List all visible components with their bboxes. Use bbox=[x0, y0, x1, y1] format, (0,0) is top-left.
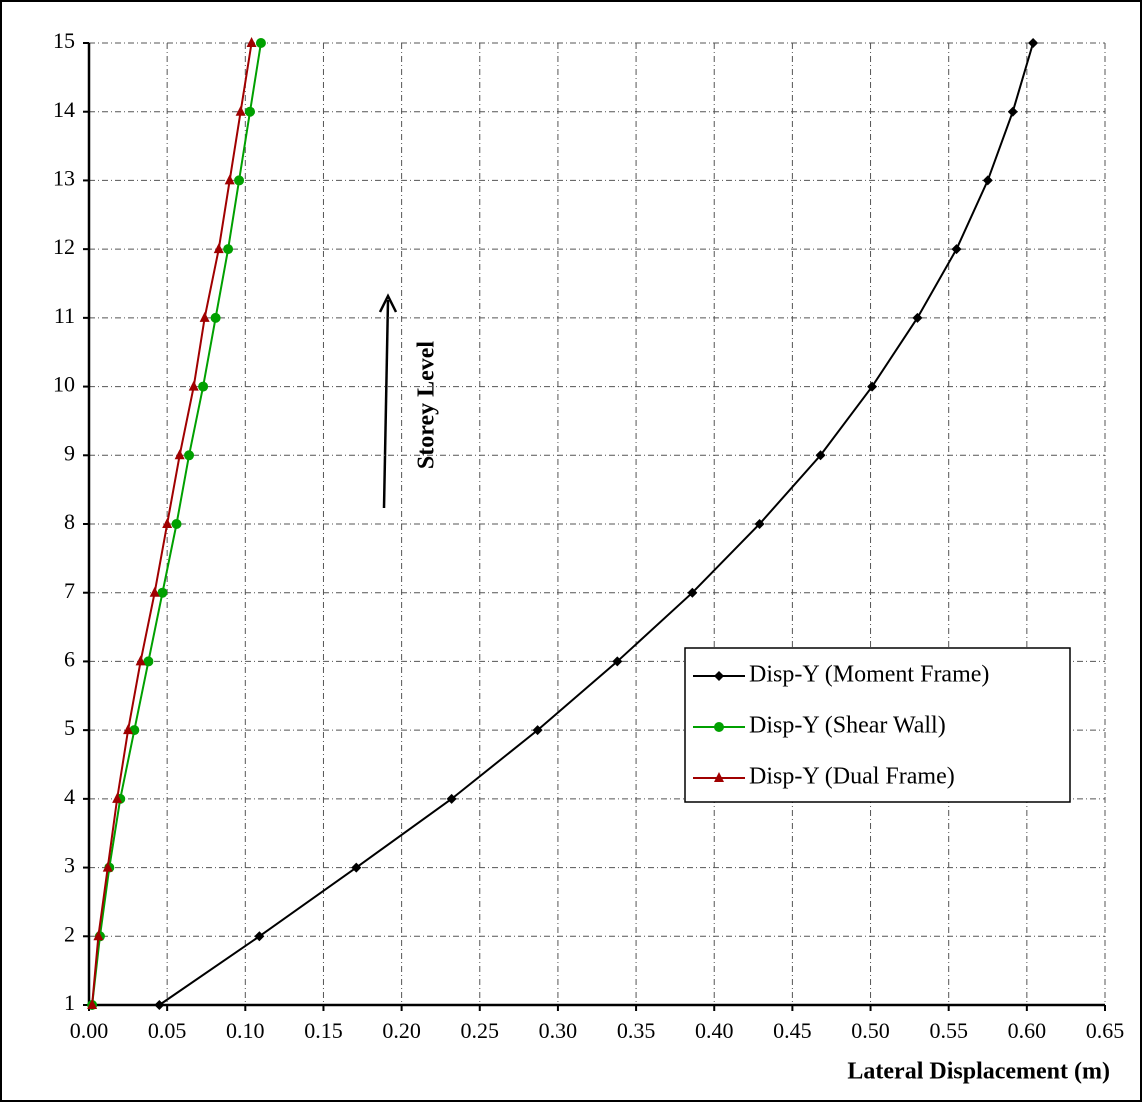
point bbox=[93, 930, 104, 941]
point bbox=[174, 449, 185, 460]
x-tick-label: 0.15 bbox=[304, 1018, 343, 1043]
y-tick-label: 13 bbox=[53, 165, 75, 190]
point bbox=[223, 244, 234, 255]
x-tick-label: 0.05 bbox=[148, 1018, 187, 1043]
point bbox=[171, 519, 182, 529]
y-tick-label: 5 bbox=[64, 715, 75, 740]
y-tick-label: 14 bbox=[53, 97, 75, 122]
arrow-head bbox=[378, 293, 398, 313]
legend-label: Disp-Y (Dual Frame) bbox=[749, 764, 955, 790]
point bbox=[815, 450, 826, 461]
legend-label: Disp-Y (Shear Wall) bbox=[749, 713, 946, 739]
x-tick-label: 0.45 bbox=[773, 1018, 812, 1043]
point bbox=[188, 380, 199, 391]
point bbox=[199, 311, 210, 322]
point bbox=[213, 243, 224, 254]
x-tick-label: 0.30 bbox=[539, 1018, 578, 1043]
legend-marker bbox=[714, 772, 724, 782]
point bbox=[982, 175, 993, 186]
x-axis-label: Lateral Displacement (m) bbox=[847, 1059, 1110, 1085]
legend-label: Disp-Y (Moment Frame) bbox=[749, 662, 989, 688]
point bbox=[87, 999, 98, 1009]
x-tick-label: 0.25 bbox=[461, 1018, 500, 1043]
x-tick-label: 0.50 bbox=[851, 1018, 890, 1043]
point bbox=[867, 381, 878, 392]
point bbox=[255, 38, 266, 48]
point bbox=[912, 312, 923, 323]
y-axis-label: Storey Level bbox=[414, 341, 440, 470]
y-tick-label: 9 bbox=[64, 440, 75, 465]
point bbox=[244, 106, 255, 117]
point bbox=[951, 244, 962, 255]
point bbox=[154, 1000, 165, 1010]
y-tick-label: 11 bbox=[54, 303, 75, 328]
point bbox=[157, 587, 168, 598]
point bbox=[184, 450, 195, 461]
point bbox=[254, 931, 265, 942]
x-tick-label: 0.00 bbox=[70, 1018, 109, 1043]
point bbox=[135, 655, 146, 666]
arrow bbox=[382, 299, 390, 509]
point bbox=[246, 37, 257, 47]
legend-marker bbox=[714, 722, 724, 732]
y-tick-label: 6 bbox=[64, 646, 75, 671]
legend bbox=[684, 647, 1071, 803]
x-tick-label: 0.20 bbox=[382, 1018, 421, 1043]
x-tick-label: 0.40 bbox=[695, 1018, 734, 1043]
y-tick-label: 12 bbox=[53, 234, 75, 259]
point bbox=[235, 105, 246, 116]
y-tick-label: 15 bbox=[53, 28, 75, 53]
point bbox=[687, 587, 698, 598]
point bbox=[143, 656, 154, 667]
y-tick-label: 8 bbox=[64, 509, 75, 534]
point bbox=[224, 174, 235, 185]
point bbox=[123, 724, 134, 735]
y-tick-label: 7 bbox=[64, 578, 75, 603]
point bbox=[532, 725, 543, 736]
point bbox=[754, 519, 765, 529]
point bbox=[149, 586, 160, 597]
y-tick-label: 10 bbox=[53, 372, 75, 397]
point bbox=[112, 792, 123, 803]
x-tick-label: 0.65 bbox=[1086, 1018, 1125, 1043]
x-tick-label: 0.55 bbox=[929, 1018, 968, 1043]
y-tick-label: 1 bbox=[64, 990, 75, 1015]
point bbox=[210, 312, 221, 323]
point bbox=[351, 862, 362, 873]
point bbox=[612, 656, 623, 667]
y-tick-label: 3 bbox=[64, 853, 75, 878]
point bbox=[446, 793, 457, 804]
point bbox=[102, 861, 113, 872]
legend-marker bbox=[714, 671, 724, 681]
x-tick-label: 0.60 bbox=[1008, 1018, 1047, 1043]
point bbox=[162, 518, 173, 528]
x-tick-label: 0.10 bbox=[226, 1018, 265, 1043]
point bbox=[198, 381, 209, 392]
point bbox=[1007, 106, 1018, 117]
y-tick-label: 2 bbox=[64, 921, 75, 946]
y-tick-label: 4 bbox=[64, 784, 75, 809]
point bbox=[1028, 38, 1039, 48]
point bbox=[234, 175, 245, 186]
x-tick-label: 0.35 bbox=[617, 1018, 656, 1043]
